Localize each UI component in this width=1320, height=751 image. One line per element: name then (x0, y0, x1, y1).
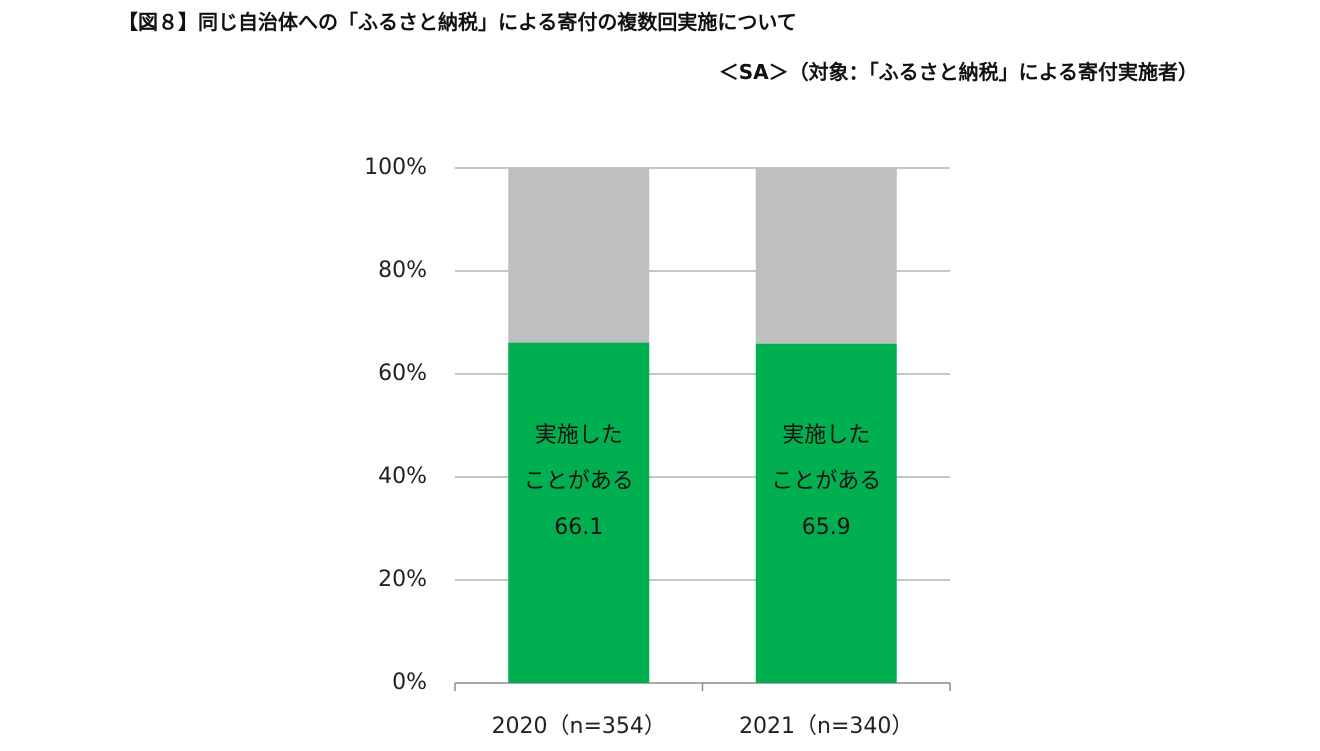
bar-value-label: 65.9 (801, 515, 851, 541)
bar-segment (508, 342, 650, 683)
x-tick-label: 2020（n=354） (492, 714, 666, 739)
bar-series-name: 実施した ことがある (523, 422, 634, 494)
y-tick-label: 100% (364, 155, 427, 180)
chart-subtitle: ＜SA＞（対象：「ふるさと納税」による寄付実施者） (718, 60, 1198, 84)
y-tick-label: 60% (378, 361, 427, 386)
bar-segment (508, 168, 650, 343)
y-tick-label: 0% (392, 670, 427, 695)
bar-segment (755, 168, 897, 344)
y-tick-label: 80% (378, 258, 427, 283)
bar-series-name: 実施した ことがある (771, 423, 882, 495)
bar-label: 実施した ことがある 65.9 (756, 413, 897, 551)
bar-value-label: 66.1 (554, 514, 604, 540)
chart-title: 【図８】同じ自治体への「ふるさと納税」による寄付の複数回実施について (118, 10, 797, 34)
x-tick-label: 2021（n=340） (739, 714, 913, 739)
bar-label: 実施した ことがある 66.1 (508, 413, 649, 551)
y-tick-label: 40% (378, 464, 427, 489)
y-tick-label: 20% (378, 567, 427, 592)
bar-segment (755, 343, 897, 683)
